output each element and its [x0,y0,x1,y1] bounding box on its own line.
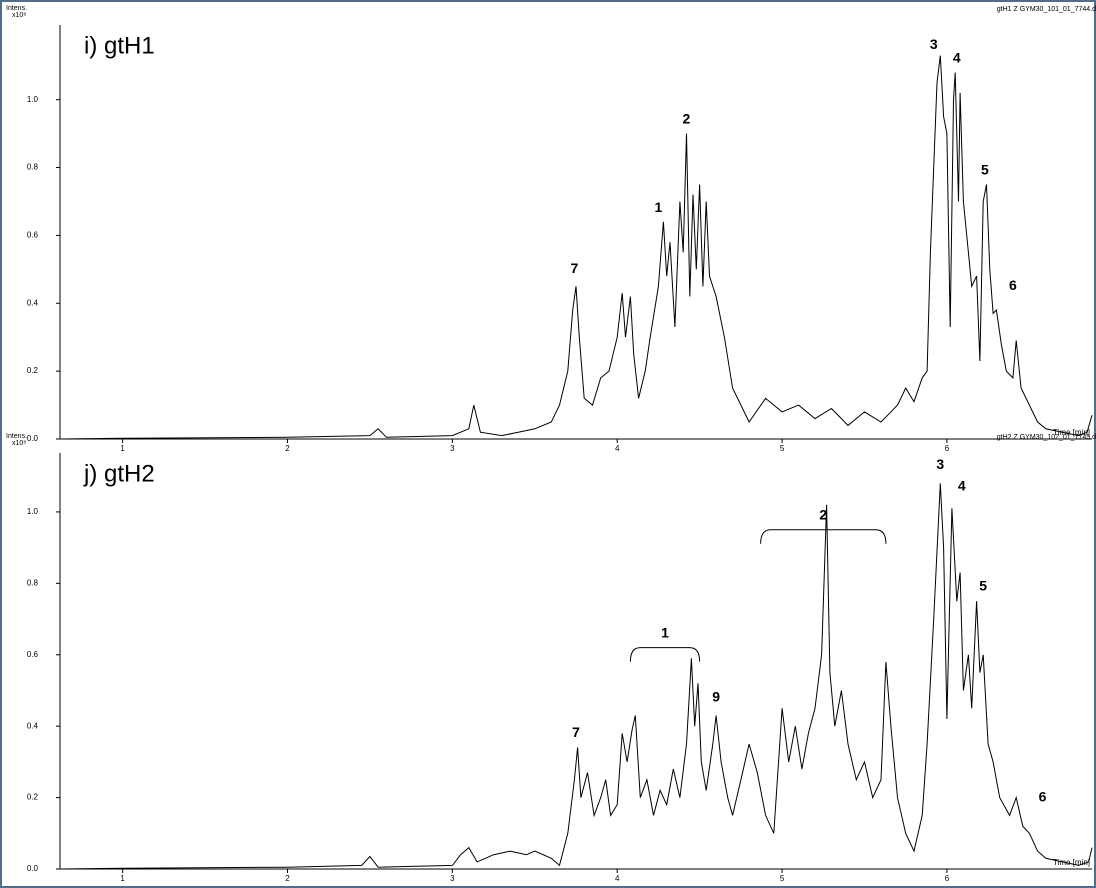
peak-label: 6 [1009,277,1017,293]
y-axis-unit: x10⁸ [12,12,26,19]
bracket [629,647,701,662]
peak-label: 2 [683,111,691,127]
peak-label: 3 [930,36,938,52]
peak-label: 4 [953,50,961,66]
peak-label: 1 [661,624,669,640]
x-tick-label: 3 [450,444,455,453]
trace [59,55,1093,440]
bracket [760,529,887,544]
x-tick-label: 6 [945,444,950,453]
trace [59,483,1093,870]
y-tick-label: 0.6 [27,650,39,659]
y-tick-label: 0.4 [27,298,39,307]
y-tick-label: 0.0 [27,434,39,443]
y-tick-label: 0.8 [27,578,39,587]
y-tick-label: 0.4 [27,721,39,730]
panel-label: i) gtH1 [84,32,155,59]
x-axis-label: Time [min] [1053,428,1090,437]
peak-label: 9 [712,688,720,704]
x-tick-label: 4 [615,874,620,883]
x-tick-label: 6 [945,874,950,883]
file-name: gtH2 Z GYM30_102_01_7745.d [997,434,1096,441]
x-tick-label: 1 [120,874,125,883]
x-tick-label: 2 [285,874,290,883]
peak-label: 3 [936,456,944,472]
y-tick-label: 1.0 [27,95,39,104]
file-name: gtH1 Z GYM30_101_01_7744.d [997,6,1096,13]
x-tick-label: 1 [120,444,125,453]
peak-label: 6 [1039,788,1047,804]
peak-label: 7 [570,260,578,276]
y-axis-unit: x10⁸ [12,440,26,447]
y-axis-label: Intens. [6,433,27,440]
y-tick-label: 0.8 [27,163,39,172]
panel-label: j) gtH2 [83,460,155,487]
y-tick-label: 0.2 [27,366,39,375]
y-tick-label: 1.0 [27,507,39,516]
peak-label: 7 [572,724,580,740]
y-tick-label: 0.6 [27,231,39,240]
x-tick-label: 5 [780,874,785,883]
peak-label: 5 [981,162,989,178]
x-tick-label: 4 [615,444,620,453]
peak-label: 1 [655,199,663,215]
y-axis-label: Intens. [6,5,27,12]
x-tick-label: 3 [450,874,455,883]
x-tick-label: 5 [780,444,785,453]
peak-label: 4 [958,478,966,494]
peak-label: 2 [819,506,827,522]
peak-label: 5 [979,578,987,594]
x-axis-label: Time [min] [1053,858,1090,867]
y-tick-label: 0.2 [27,793,39,802]
y-tick-label: 0.0 [27,864,39,873]
x-tick-label: 2 [285,444,290,453]
